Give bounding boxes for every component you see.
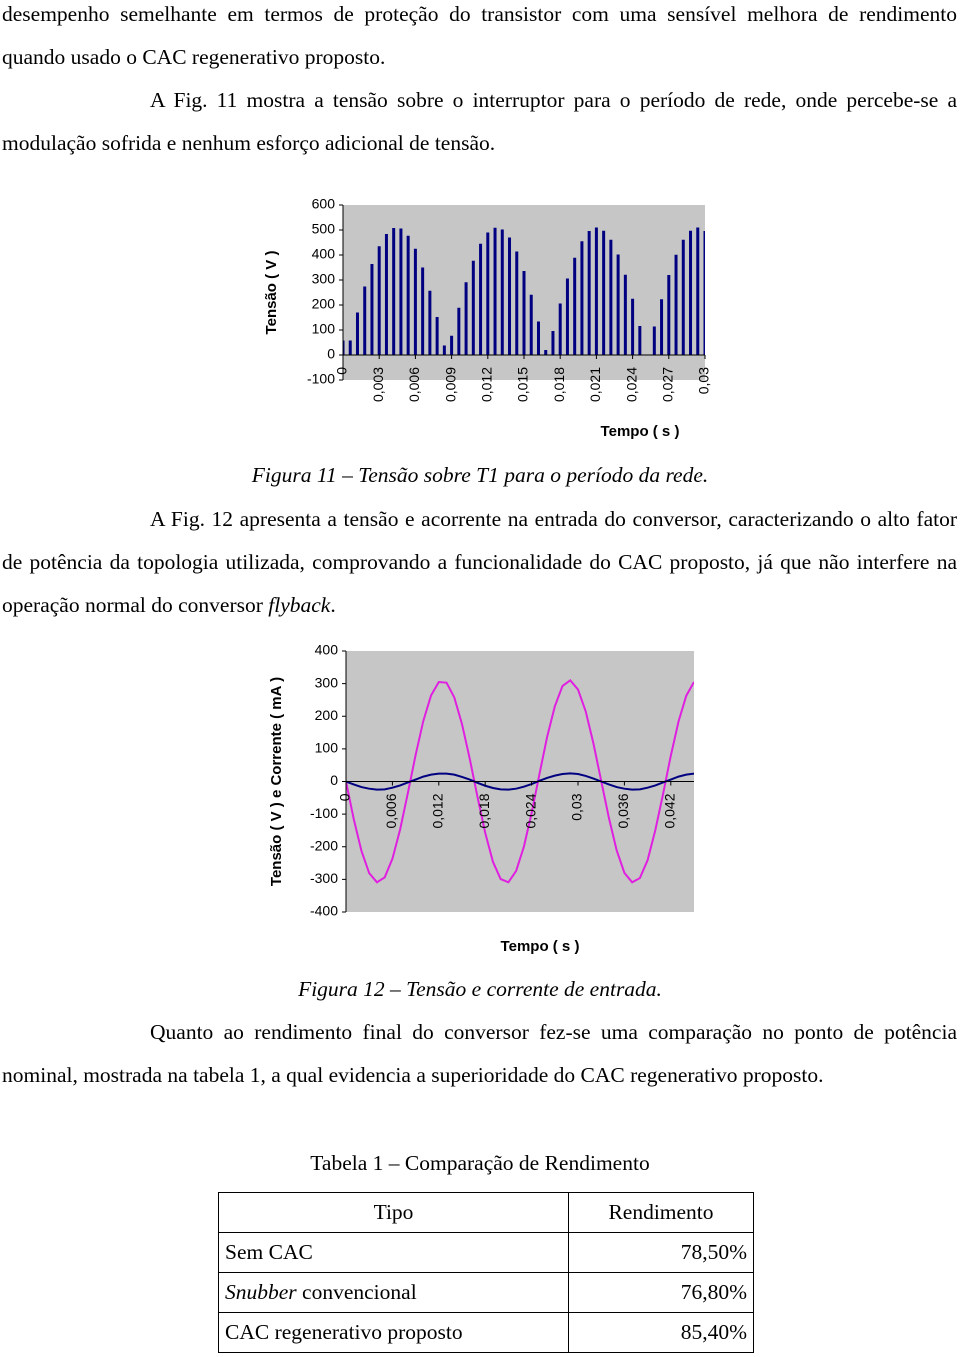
cell: 85,40% <box>568 1312 754 1353</box>
y-tick-label: -300 <box>310 870 338 886</box>
cell: 78,50% <box>568 1232 754 1273</box>
figure-caption: Figura 11 – Tensão sobre T1 para o perío… <box>251 463 709 487</box>
table-row: Sem CAC 78,50% <box>218 1232 754 1273</box>
y-tick-label: 300 <box>312 271 336 287</box>
plot-marks <box>346 679 694 884</box>
italic-term: flyback <box>268 593 331 617</box>
text-block: desempenho semelhante em termos de prote… <box>2 0 957 165</box>
y-tick-label: -200 <box>310 837 338 853</box>
x-tick-label: 0,018 <box>551 367 567 402</box>
paragraph: Quanto ao rendimento final do conversor … <box>2 1020 957 1087</box>
cell: CAC regenerativo proposto <box>218 1312 569 1353</box>
x-axis-title: Tempo ( s ) <box>501 938 580 955</box>
paragraph-text: A Fig. 12 apresenta a tensão e acorrente… <box>2 507 957 617</box>
paragraph: desempenho semelhante em termos de prote… <box>2 2 957 69</box>
x-tick-label: 0 <box>337 793 353 801</box>
y-tick-label: 400 <box>315 642 339 658</box>
header-cell: Tipo <box>218 1192 569 1233</box>
series-line <box>346 679 694 884</box>
y-tick-label: 400 <box>312 246 336 262</box>
y-axis-title: Tensão ( V ) e Corrente ( mA ) <box>268 677 285 886</box>
y-tick-label: 100 <box>312 321 336 337</box>
y-tick-label: -100 <box>310 805 338 821</box>
x-tick-label: 0,021 <box>587 367 603 402</box>
series-line <box>346 772 694 791</box>
x-tick-label: 0,003 <box>370 367 386 402</box>
cell: Snubber convencional <box>218 1272 569 1313</box>
table-row: CAC regenerativo proposto 85,40% <box>218 1312 754 1353</box>
y-tick-label: 200 <box>315 707 339 723</box>
y-axis-title: Tensão ( V ) <box>263 251 280 335</box>
x-tick-label: 0,009 <box>442 367 458 402</box>
plot-marks <box>343 227 705 355</box>
x-axis-title: Tempo ( s ) <box>601 423 680 440</box>
y-tick-label: 0 <box>327 346 335 362</box>
table-header: Tipo Rendimento <box>218 1192 754 1233</box>
paragraph: A Fig. 12 apresenta a tensão e acorrente… <box>2 498 957 627</box>
paragraph: A Fig. 11 mostra a tensão sobre o interr… <box>2 88 957 155</box>
x-tick-label: 0,015 <box>515 367 531 402</box>
x-tick-label: 0,012 <box>479 367 495 402</box>
cell: 76,80% <box>568 1272 754 1313</box>
figure-caption: Figura 12 – Tensão e corrente de entrada… <box>298 977 662 1001</box>
italic-term: Snubber <box>225 1280 297 1304</box>
y-tick-label: 0 <box>330 772 338 788</box>
cell-text: convencional <box>302 1280 417 1304</box>
x-tick-label: 0 <box>334 367 350 375</box>
table-row: Snubber convencional 76,80% <box>218 1272 754 1313</box>
y-tick-label: 600 <box>312 196 336 212</box>
x-tick-label: 0,042 <box>662 793 678 828</box>
table-title: Tabela 1 – Comparação de Rendimento <box>310 1151 650 1175</box>
x-tick-label: 0,036 <box>615 793 631 828</box>
x-tick-label: 0,03 <box>569 793 585 820</box>
y-tick-label: -100 <box>307 371 335 387</box>
x-tick-label: 0,018 <box>476 793 492 828</box>
y-tick-label: 200 <box>312 296 336 312</box>
paragraph-end: . <box>330 593 336 617</box>
table: Tipo Rendimento Sem CAC 78,50% Snubber c… <box>218 1192 754 1353</box>
x-tick-label: 0,027 <box>660 367 676 402</box>
x-tick-label: 0,006 <box>383 793 399 828</box>
y-tick-label: 300 <box>315 674 339 690</box>
y-tick-label: 100 <box>315 740 339 756</box>
cell: Sem CAC <box>218 1232 569 1273</box>
x-tick-label: 0,006 <box>406 367 422 402</box>
y-tick-label: -400 <box>310 903 338 919</box>
y-tick-label: 500 <box>312 221 336 237</box>
x-tick-label: 0,012 <box>430 793 446 828</box>
x-tick-label: 0,03 <box>696 367 712 394</box>
x-tick-label: 0,024 <box>522 793 538 828</box>
x-tick-label: 0,024 <box>623 367 639 402</box>
